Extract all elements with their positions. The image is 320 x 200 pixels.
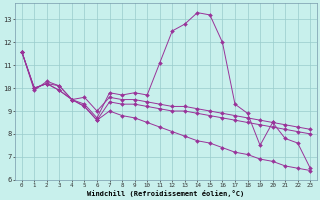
X-axis label: Windchill (Refroidissement éolien,°C): Windchill (Refroidissement éolien,°C) (87, 190, 244, 197)
